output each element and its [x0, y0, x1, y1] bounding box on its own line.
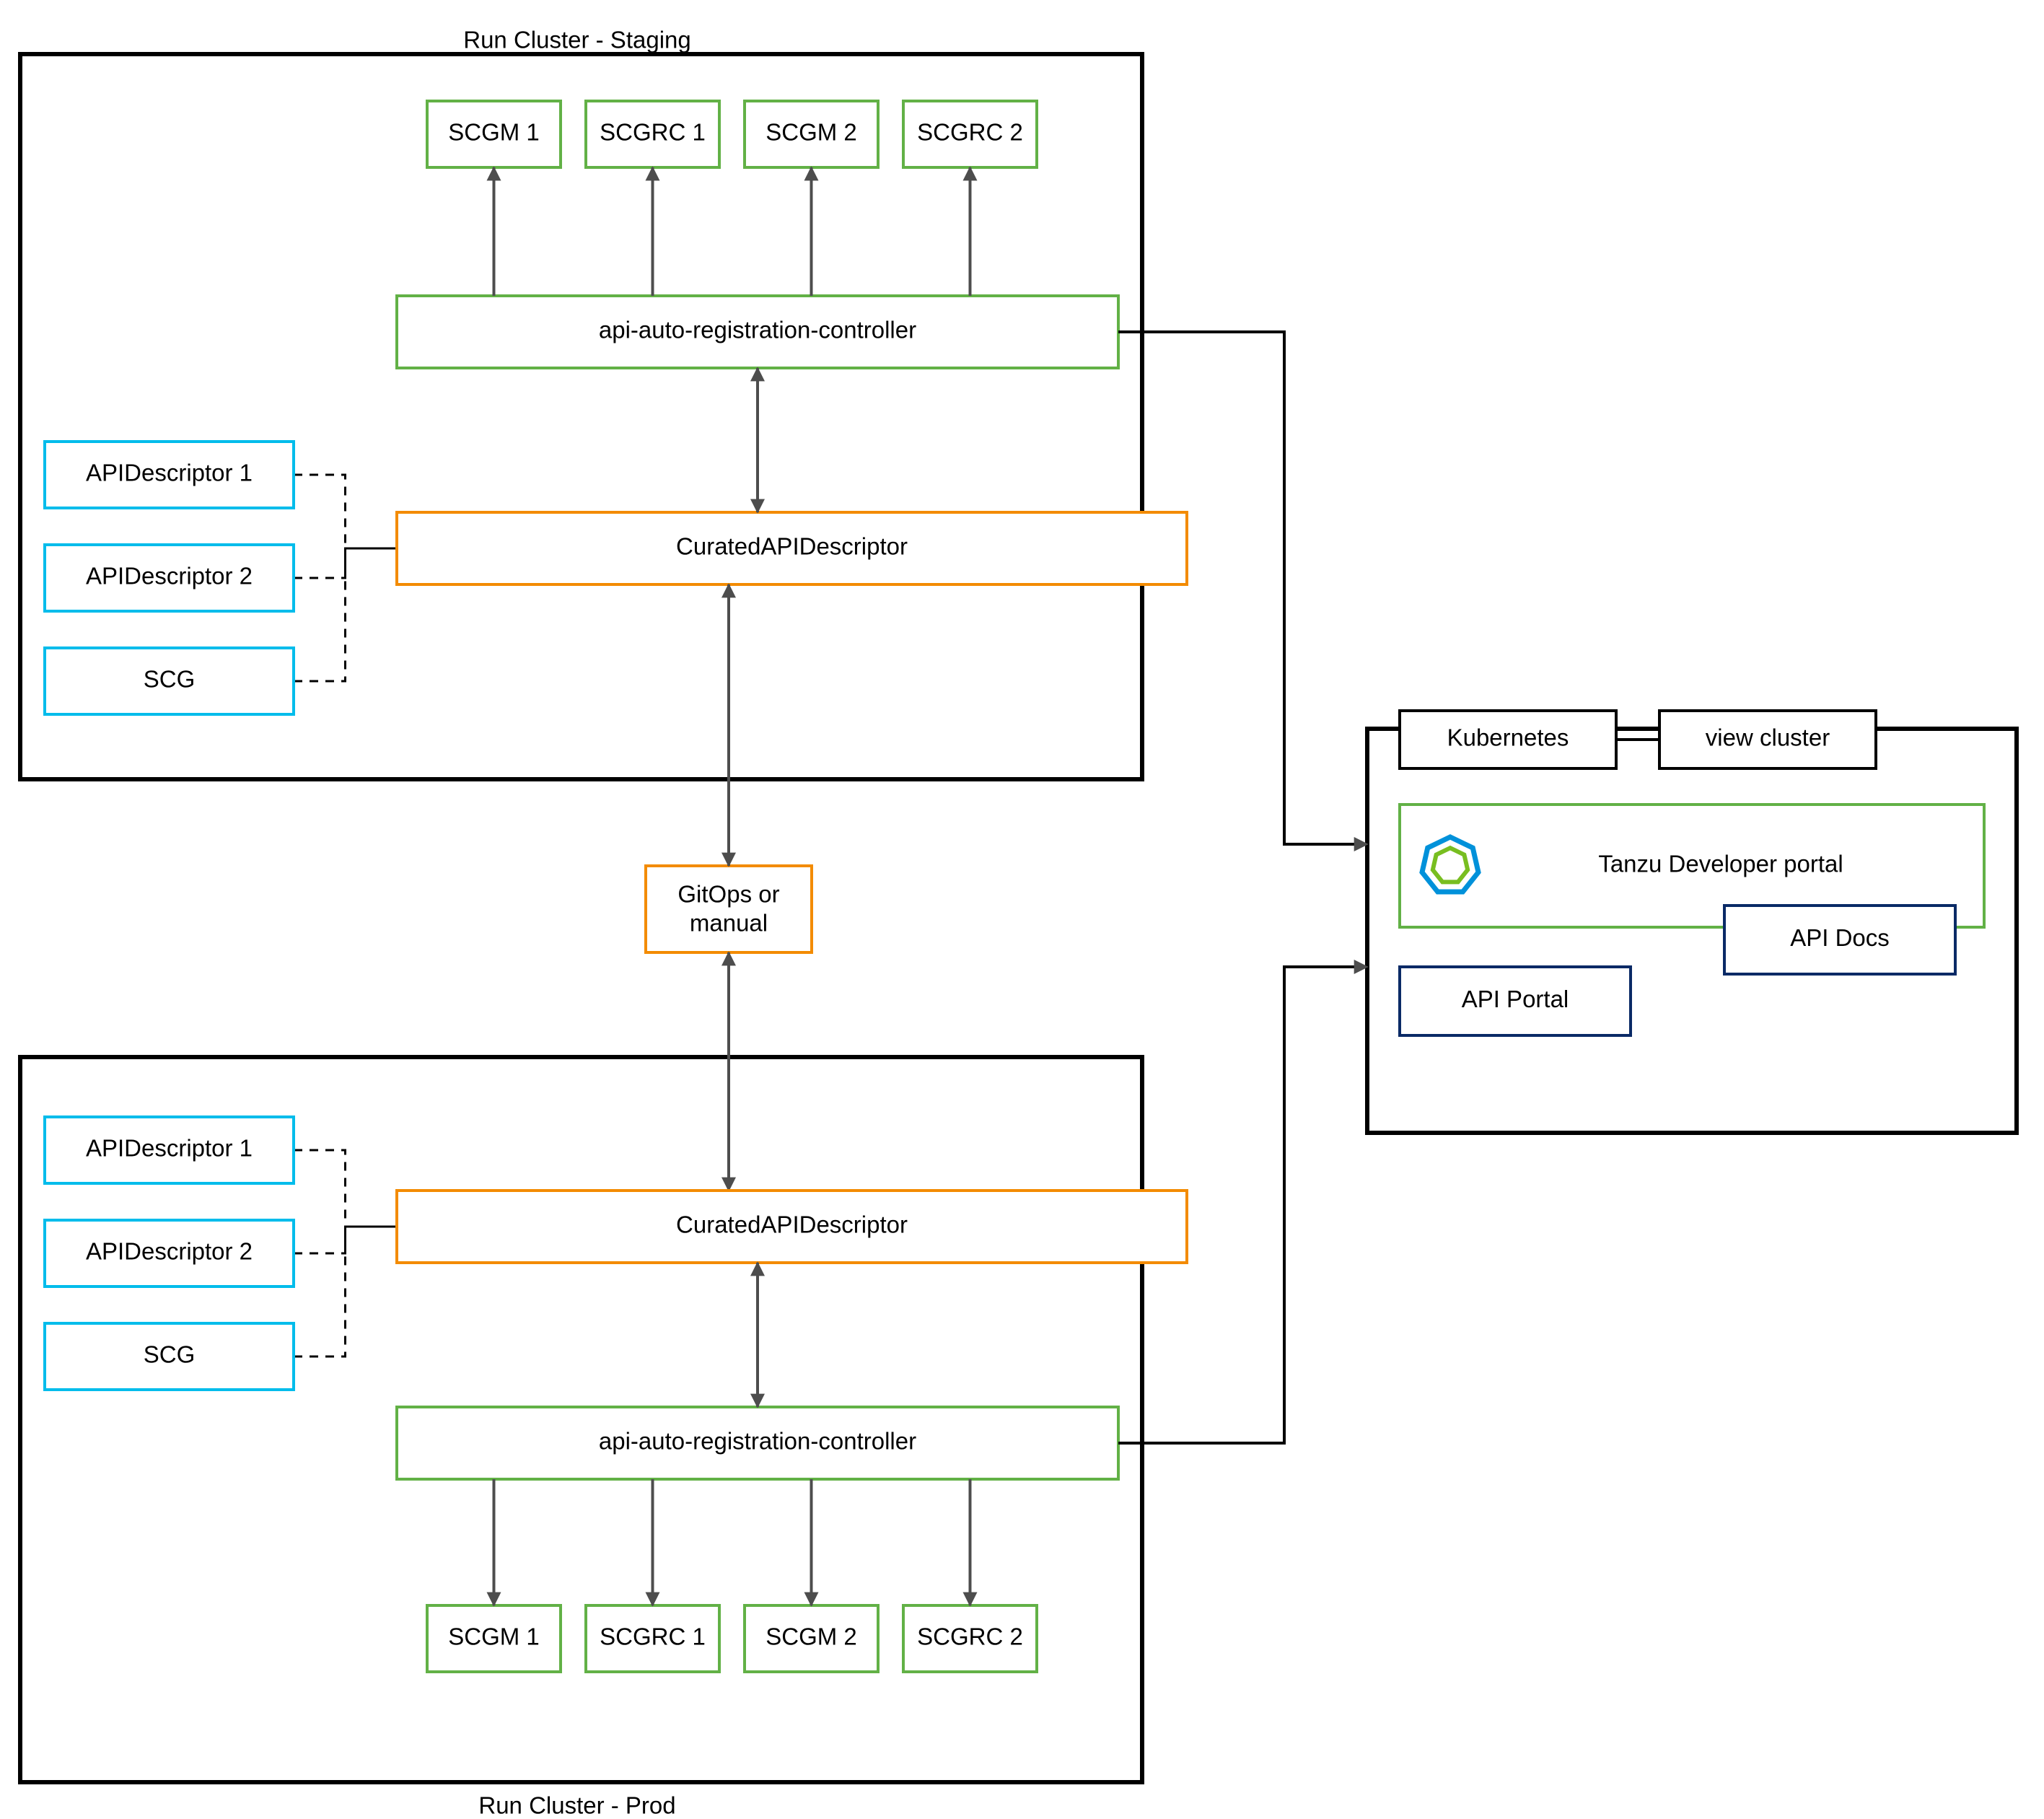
- staging-side-2-label: SCG: [144, 666, 196, 693]
- prod-scgm-1-label: SCGRC 1: [600, 1623, 706, 1650]
- prod-curated-label: CuratedAPIDescriptor: [676, 1211, 908, 1238]
- staging-curated-label: CuratedAPIDescriptor: [676, 533, 908, 560]
- view-kubernetes-label: Kubernetes: [1447, 724, 1569, 751]
- prod-scgm-3-label: SCGRC 2: [917, 1623, 1023, 1650]
- staging-scgm-0-label: SCGM 1: [448, 119, 540, 146]
- gitops-label-2: manual: [690, 910, 768, 937]
- staging-scgm-1-label: SCGRC 1: [600, 119, 706, 146]
- diagram-svg: Run Cluster - Staging Run Cluster - Prod S…: [0, 0, 2044, 1819]
- prod-side-0-label: APIDescriptor 1: [86, 1135, 253, 1162]
- staging-side-0-label: APIDescriptor 1: [86, 460, 253, 486]
- staging-title: Run Cluster - Staging: [463, 27, 690, 53]
- staging-scgm-2-label: SCGM 2: [766, 119, 857, 146]
- staging-scgm-3-label: SCGRC 2: [917, 119, 1023, 146]
- staging-controller-label: api-auto-registration-controller: [599, 317, 916, 343]
- staging-side-1-label: APIDescriptor 2: [86, 563, 253, 589]
- prod-scgm-2-label: SCGM 2: [766, 1623, 857, 1650]
- gitops-label-1: GitOps or: [677, 881, 779, 908]
- prod-scgm-0-label: SCGM 1: [448, 1623, 540, 1650]
- api-docs-label: API Docs: [1790, 924, 1890, 951]
- api-portal-label: API Portal: [1462, 986, 1569, 1012]
- prod-side-1-label: APIDescriptor 2: [86, 1238, 253, 1265]
- prod-controller-label: api-auto-registration-controller: [599, 1428, 916, 1455]
- tanzu-portal-label: Tanzu Developer portal: [1598, 851, 1843, 877]
- view-cluster-box-label: view cluster: [1706, 724, 1830, 751]
- prod-title: Run Cluster - Prod: [478, 1792, 675, 1819]
- diagram-root: Run Cluster - Staging Run Cluster - Prod S…: [0, 0, 2044, 1819]
- prod-side-2-label: SCG: [144, 1341, 196, 1368]
- staging-to-view: [1118, 332, 1367, 844]
